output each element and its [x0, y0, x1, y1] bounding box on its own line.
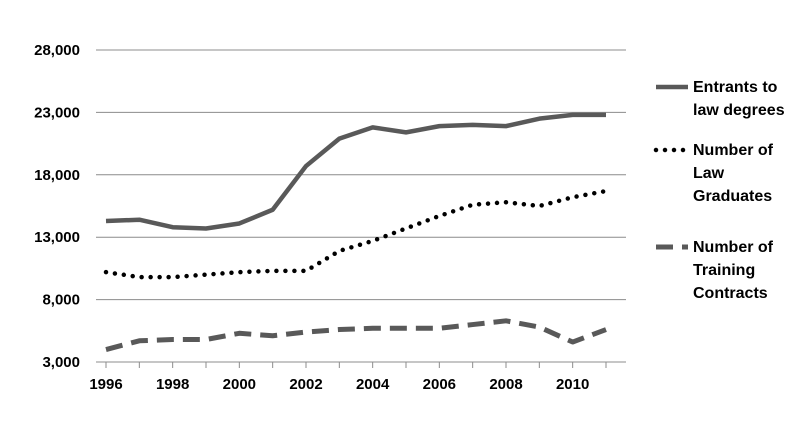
- series-line-2: [103, 188, 609, 280]
- x-tick-label: 2006: [423, 376, 456, 393]
- x-tick-label: 1996: [89, 376, 122, 393]
- legend-label: Law: [693, 165, 725, 182]
- legend-label: Entrants to: [693, 79, 778, 96]
- x-tick-label: 2002: [289, 376, 322, 393]
- legend-label: Number of: [693, 142, 774, 159]
- legend-label: Training: [693, 262, 755, 279]
- series-line-3: [105, 318, 607, 352]
- x-tick-label: 1998: [156, 376, 189, 393]
- x-tick-label: 2000: [223, 376, 256, 393]
- legend-item-3: Number of Training Contracts: [656, 239, 774, 302]
- x-tick-label: 2010: [556, 376, 589, 393]
- gridlines: [96, 49, 626, 301]
- y-tick-label: 3,000: [42, 354, 80, 371]
- legend: Entrants to law degrees Number of Law Gradua…: [653, 79, 785, 302]
- y-tick-label: 13,000: [34, 229, 80, 246]
- y-tick-label: 8,000: [42, 292, 80, 309]
- legend-label: Contracts: [693, 285, 768, 302]
- legend-label: Graduates: [693, 188, 772, 205]
- y-tick-label: 18,000: [34, 167, 80, 184]
- x-tick-label: 2008: [489, 376, 522, 393]
- legend-item-1: Entrants to law degrees: [656, 79, 785, 119]
- legend-label: law degrees: [693, 102, 785, 119]
- y-tick-label: 23,000: [34, 104, 80, 121]
- legend-label: Number of: [693, 239, 774, 256]
- y-tick-label: 28,000: [34, 42, 80, 59]
- x-tick-label: 2004: [356, 376, 390, 393]
- series-line-1: [105, 112, 606, 231]
- x-axis-tick-labels: 1996 1998 2000 2002 2004 2006 2008 2010: [89, 376, 589, 393]
- axes: [96, 361, 626, 368]
- y-axis-tick-labels: 3,000 8,000 13,000 18,000 23,000 28,000: [34, 42, 80, 371]
- legend-item-2: Number of Law Graduates: [653, 142, 774, 205]
- series-lines: [103, 112, 609, 352]
